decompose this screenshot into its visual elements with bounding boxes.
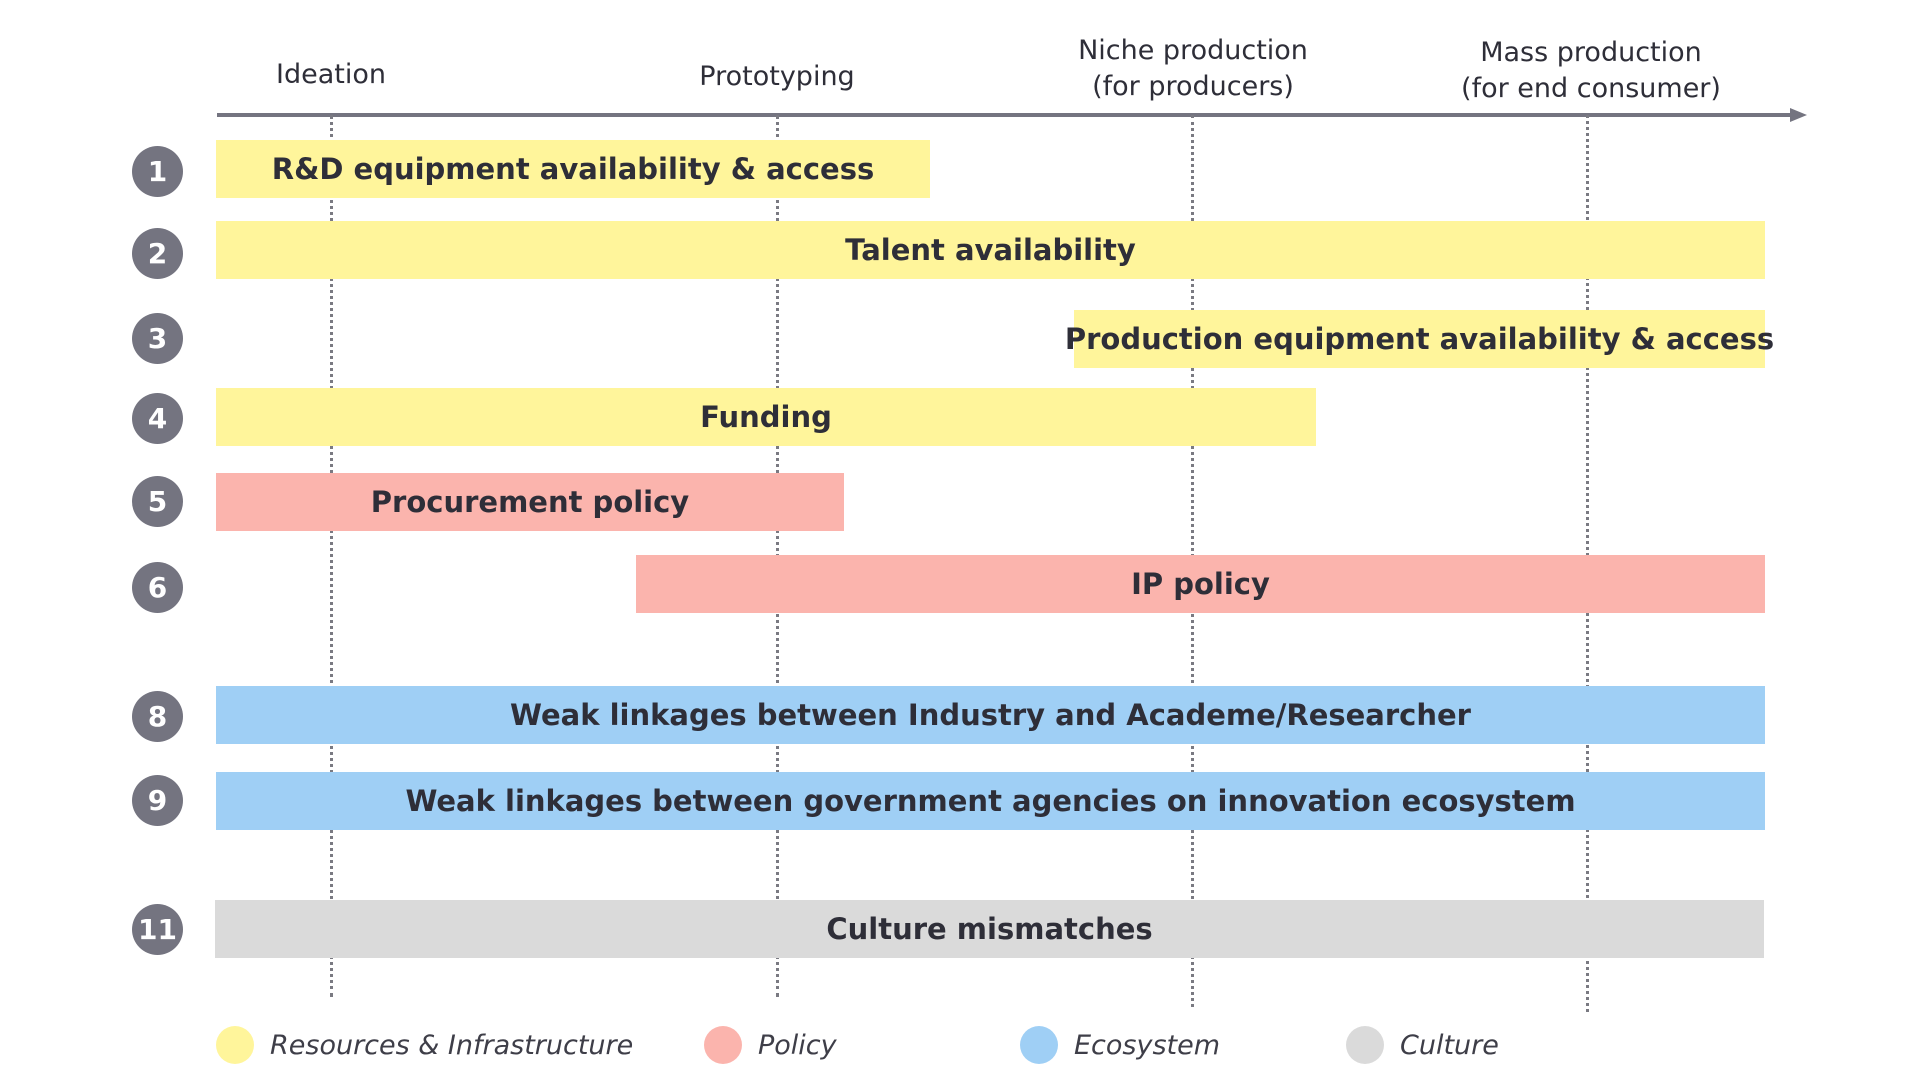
pink-dot-icon (704, 1026, 742, 1064)
legend-item-resources: Resources & Infrastructure (216, 1025, 633, 1065)
legend-label: Ecosystem (1074, 1029, 1221, 1061)
legend-item-ecosystem: Ecosystem (1020, 1025, 1220, 1065)
bar-government-agency-linkages: Weak linkages between government agencie… (216, 772, 1765, 830)
row-number-badge: 8 (132, 691, 183, 742)
legend-label: Policy (758, 1029, 837, 1061)
row-number-badge: 3 (132, 313, 183, 364)
bar-talent-availability: Talent availability (216, 221, 1765, 279)
stage-label-prototyping: Prototyping (617, 59, 937, 95)
row-number-badge: 1 (132, 146, 183, 197)
row-number-badge: 2 (132, 228, 183, 279)
stage-label-line1: Ideation (276, 59, 386, 90)
blue-dot-icon (1020, 1026, 1058, 1064)
yellow-dot-icon (216, 1026, 254, 1064)
legend-label: Resources & Infrastructure (270, 1029, 634, 1061)
stage-label-line2: (for end consumer) (1461, 73, 1721, 104)
legend-item-policy: Policy (704, 1025, 837, 1065)
gridline-ideation (330, 115, 333, 997)
stage-label-line1: Mass production (1480, 37, 1702, 68)
timeline-axis-line (217, 113, 1795, 117)
bar-rd-equipment: R&D equipment availability & access (216, 140, 930, 198)
stage-label-line1: Niche production (1078, 35, 1308, 66)
gray-dot-icon (1346, 1026, 1384, 1064)
row-number-badge: 6 (132, 562, 183, 613)
row-number-badge: 9 (132, 775, 183, 826)
row-number-badge: 4 (132, 393, 183, 444)
bar-procurement-policy: Procurement policy (216, 473, 844, 531)
stage-label-line1: Prototyping (699, 61, 855, 92)
row-number-badge: 5 (132, 476, 183, 527)
legend-item-culture: Culture (1346, 1025, 1499, 1065)
bar-funding: Funding (216, 388, 1316, 446)
bar-production-equipment: Production equipment availability & acce… (1065, 310, 1774, 368)
row-number-badge: 11 (132, 904, 183, 955)
stage-label-mass-production: Mass production (for end consumer) (1431, 35, 1751, 107)
stage-label-ideation: Ideation (171, 57, 491, 93)
arrow-right-icon (1790, 108, 1807, 122)
bar-ip-policy: IP policy (636, 555, 1765, 613)
stage-label-line2: (for producers) (1092, 71, 1294, 102)
stage-label-niche-production: Niche production (for producers) (1033, 33, 1353, 105)
legend-label: Culture (1400, 1029, 1499, 1061)
bar-culture-mismatches: Culture mismatches (215, 900, 1764, 958)
bar-industry-academe-linkages: Weak linkages between Industry and Acade… (216, 686, 1765, 744)
